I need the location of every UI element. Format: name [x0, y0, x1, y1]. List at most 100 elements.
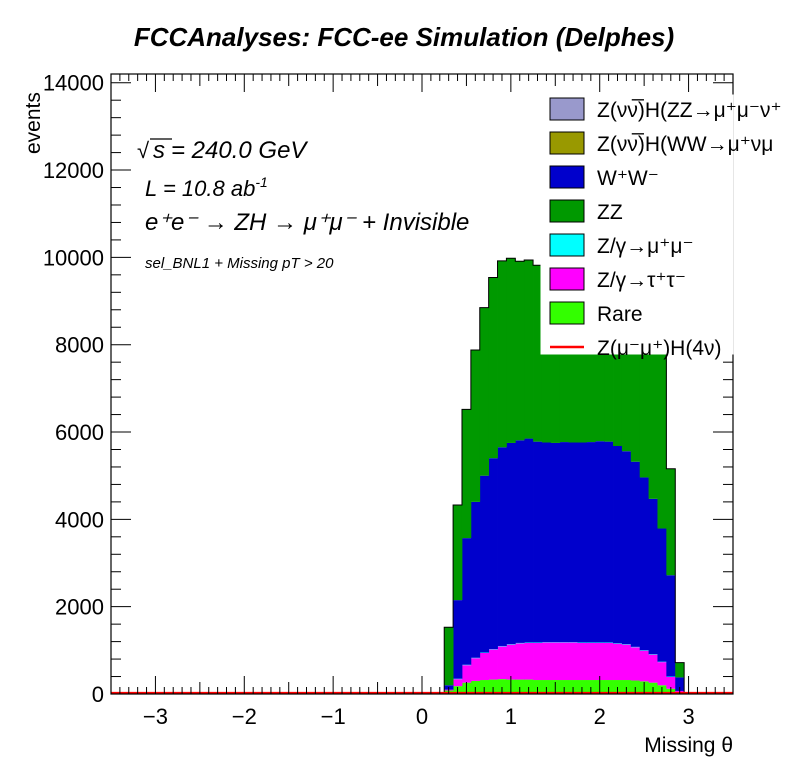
- bar-3-10: [533, 441, 543, 643]
- bar-1-5: [488, 649, 498, 680]
- bar-3-4: [479, 475, 490, 653]
- bar-1-15: [577, 642, 587, 681]
- legend-swatch-0: [549, 97, 585, 121]
- bar-3-21: [630, 461, 641, 647]
- bar-4-22: [639, 308, 649, 478]
- legend-label-5: Z/γ→τ⁺τ⁻: [597, 269, 686, 292]
- legend-swatch-4: [549, 233, 585, 257]
- bar-1-10: [533, 642, 543, 681]
- bar-3-26: [675, 677, 685, 691]
- bar-3-2: [461, 538, 472, 665]
- bar-4-20: [621, 287, 632, 452]
- sqrt-symbol: √: [137, 138, 150, 163]
- bar-1-14: [568, 642, 578, 681]
- bar-1-16: [586, 642, 596, 681]
- bar-1-12: [550, 642, 561, 681]
- bar-1-2: [461, 665, 472, 683]
- legend: Z(νν̅)H(ZZ→μ⁺μ⁻ν⁺ Z(νν̅)H(WW→μ⁺νμ W⁺W⁻ ZZ Z/…: [540, 94, 782, 360]
- bar-3-5: [488, 458, 498, 650]
- bar-3-22: [639, 477, 649, 651]
- bar-3-18: [604, 441, 614, 643]
- y-tick-label: 12000: [43, 158, 104, 183]
- bar-4-13: [559, 284, 570, 443]
- legend-label-7: Z(μ⁻μ⁺)H(4ν): [597, 337, 722, 360]
- annotations: √ s = 240.0 GeV L = 10.8 ab-1 e⁺e⁻ → ZH …: [137, 137, 469, 272]
- luminosity-label: L = 10.8 ab-1: [145, 174, 268, 201]
- bar-1-20: [621, 644, 632, 681]
- bar-1-11: [541, 642, 552, 681]
- bar-4-23: [648, 322, 658, 499]
- stacked-bars: [443, 257, 685, 694]
- bar-3-16: [586, 442, 596, 643]
- process-label: e⁺e⁻ → ZH → μ⁺μ⁻ + Invisible: [145, 209, 469, 236]
- bar-1-19: [613, 643, 623, 681]
- x-tick-label: −3: [143, 704, 168, 729]
- bar-1-7: [506, 644, 516, 680]
- bar-3-7: [506, 442, 516, 645]
- y-tick-label: 4000: [55, 507, 104, 532]
- bar-1-21: [630, 647, 641, 681]
- bar-4-8: [515, 261, 525, 441]
- bar-3-20: [621, 451, 632, 645]
- legend-swatch-1: [549, 131, 585, 155]
- bar-1-23: [648, 654, 658, 683]
- bar-0-6: [497, 679, 507, 694]
- y-tick-label: 10000: [43, 245, 104, 270]
- bar-3-19: [613, 446, 623, 644]
- bar-3-3: [470, 501, 481, 658]
- bar-4-0: [444, 627, 454, 686]
- bar-4-5: [488, 277, 498, 459]
- bar-4-25: [666, 468, 676, 576]
- bar-4-21: [630, 295, 641, 462]
- bar-0-8: [515, 679, 525, 694]
- legend-label-6: Rare: [597, 303, 643, 326]
- bar-3-17: [595, 441, 605, 643]
- bar-4-4: [479, 307, 490, 476]
- bar-4-17: [595, 289, 605, 442]
- legend-swatch-3: [549, 199, 585, 223]
- bar-1-22: [639, 650, 649, 682]
- legend-label-2: W⁺W⁻: [597, 167, 659, 190]
- bar-3-13: [559, 442, 570, 643]
- legend-label-3: ZZ: [597, 201, 623, 224]
- bar-3-25: [666, 575, 676, 677]
- bar-4-24: [657, 349, 667, 529]
- legend-swatch-2: [549, 165, 585, 189]
- y-tick-label: 0: [92, 682, 104, 707]
- legend-swatch-5: [549, 267, 585, 291]
- legend-label-0: Z(νν̅)H(ZZ→μ⁺μ⁻ν⁺: [597, 99, 782, 122]
- bar-4-9: [524, 260, 534, 439]
- bar-4-12: [550, 280, 561, 443]
- x-tick-label: 2: [594, 704, 606, 729]
- bar-4-10: [533, 265, 543, 442]
- bar-4-2: [461, 409, 472, 539]
- bar-4-26: [675, 662, 685, 678]
- bar-4-7: [506, 258, 516, 443]
- bar-4-6: [497, 260, 507, 448]
- bar-1-18: [604, 642, 614, 681]
- y-tick-label: 14000: [43, 71, 104, 96]
- x-tick-label: −2: [232, 704, 257, 729]
- y-axis-label: events: [22, 92, 45, 154]
- bar-0-9: [524, 679, 534, 694]
- bar-3-1: [453, 600, 463, 679]
- bar-3-11: [541, 442, 552, 643]
- bar-3-12: [550, 442, 561, 643]
- bar-1-8: [515, 643, 525, 680]
- bar-1-25: [666, 676, 676, 689]
- bar-4-19: [613, 290, 623, 446]
- bar-3-8: [515, 440, 525, 643]
- bar-4-14: [568, 287, 578, 443]
- bar-1-17: [595, 642, 605, 681]
- y-tick-label: 6000: [55, 420, 104, 445]
- bar-4-15: [577, 289, 587, 443]
- bar-3-23: [648, 498, 658, 655]
- bar-4-18: [604, 290, 614, 442]
- y-tick-label: 8000: [55, 333, 104, 358]
- x-tick-label: 0: [416, 704, 428, 729]
- sqrt-s: s: [153, 137, 165, 164]
- chart-title: FCCAnalyses: FCC-ee Simulation (Delphes): [134, 22, 674, 52]
- bar-1-3: [470, 658, 481, 681]
- bar-1-6: [497, 646, 507, 680]
